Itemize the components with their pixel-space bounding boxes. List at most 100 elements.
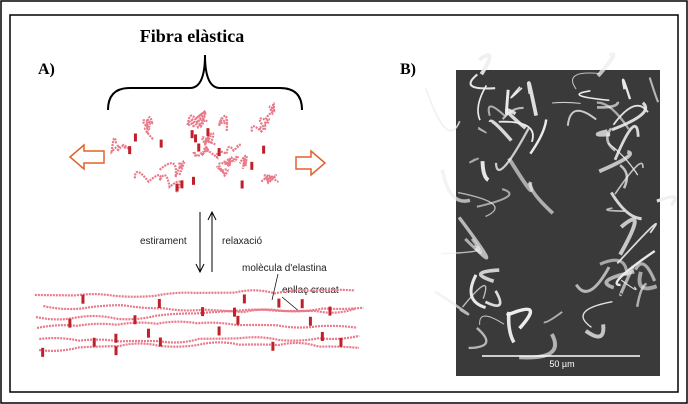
fibril bbox=[488, 119, 513, 142]
crosslink bbox=[41, 347, 45, 357]
crosslink bbox=[206, 128, 210, 137]
coil bbox=[216, 158, 232, 178]
crosslink bbox=[217, 326, 221, 336]
fibril bbox=[461, 285, 487, 308]
crosslink bbox=[250, 161, 254, 170]
crosslink bbox=[133, 315, 137, 325]
crosslink bbox=[114, 346, 118, 356]
crosslink bbox=[133, 133, 137, 142]
crosslink bbox=[242, 294, 246, 304]
fibril bbox=[484, 290, 502, 307]
coil bbox=[141, 116, 154, 140]
fibril bbox=[578, 90, 610, 102]
fibril bbox=[505, 307, 533, 330]
fiber bbox=[36, 320, 358, 330]
arrow-left bbox=[68, 143, 105, 171]
fibril bbox=[527, 81, 538, 117]
crosslink bbox=[114, 333, 118, 343]
fibril bbox=[610, 191, 642, 221]
crosslink bbox=[81, 294, 85, 304]
coil bbox=[250, 117, 270, 134]
fibril bbox=[605, 127, 617, 152]
fibril bbox=[424, 87, 461, 132]
crosslink bbox=[159, 139, 163, 148]
crosslink bbox=[197, 143, 201, 152]
arrow-right bbox=[295, 149, 327, 177]
fibril bbox=[494, 127, 530, 171]
coil bbox=[110, 137, 132, 155]
fibril bbox=[469, 274, 487, 310]
leader-lines bbox=[271, 273, 301, 313]
crosslink bbox=[217, 148, 221, 157]
stretch-label: estirament bbox=[140, 236, 187, 247]
coil bbox=[223, 155, 240, 170]
fibril bbox=[611, 101, 648, 132]
coil bbox=[260, 174, 280, 185]
fibril bbox=[648, 77, 660, 103]
inner-frame bbox=[9, 14, 679, 393]
fibril bbox=[656, 195, 677, 207]
fibril bbox=[619, 164, 629, 189]
fibril bbox=[498, 120, 534, 143]
crosslink bbox=[68, 318, 72, 328]
panel-label: B) bbox=[400, 61, 416, 78]
crosslink bbox=[240, 180, 244, 189]
fiber bbox=[35, 307, 357, 321]
coil bbox=[133, 170, 181, 193]
fibril bbox=[504, 89, 510, 116]
coil bbox=[186, 109, 207, 126]
molecule-label: molècula d'elastina bbox=[242, 263, 327, 274]
crosslink bbox=[128, 146, 132, 155]
crosslink bbox=[271, 341, 275, 351]
arrow-up bbox=[207, 210, 217, 272]
fibril bbox=[476, 188, 511, 208]
fibril bbox=[479, 268, 500, 283]
fibril bbox=[480, 161, 490, 182]
fibril bbox=[468, 327, 488, 350]
micrograph-fibers bbox=[424, 52, 677, 360]
fibril bbox=[596, 101, 630, 130]
fiber bbox=[34, 288, 355, 298]
crosslink bbox=[328, 306, 332, 316]
crosslink bbox=[190, 130, 194, 139]
crosslink bbox=[92, 337, 96, 347]
fibril bbox=[543, 311, 563, 324]
fibril bbox=[469, 73, 496, 90]
coil bbox=[202, 143, 242, 160]
fibril bbox=[575, 266, 611, 293]
fiber bbox=[39, 334, 360, 344]
fibril bbox=[477, 126, 487, 134]
coil bbox=[217, 114, 229, 132]
coil bbox=[201, 132, 215, 146]
crosslink bbox=[320, 331, 324, 341]
coil bbox=[258, 102, 276, 128]
fibril bbox=[434, 290, 470, 316]
coil bbox=[158, 159, 186, 178]
coil bbox=[238, 154, 248, 170]
crosslink bbox=[262, 145, 266, 154]
crosslink bbox=[158, 337, 162, 347]
fibril bbox=[606, 207, 625, 212]
crosslink bbox=[191, 176, 195, 185]
fiber bbox=[38, 341, 360, 352]
fibril bbox=[614, 162, 644, 195]
fibril bbox=[582, 301, 613, 328]
fibril bbox=[479, 315, 505, 325]
fibril bbox=[635, 282, 648, 308]
fibril bbox=[597, 101, 620, 109]
fibril bbox=[529, 119, 548, 155]
fibril bbox=[506, 311, 516, 344]
crosslink bbox=[236, 315, 240, 325]
crosslink bbox=[201, 307, 205, 317]
crosslink bbox=[175, 183, 179, 192]
crosslink bbox=[194, 134, 198, 143]
fibril bbox=[552, 101, 581, 104]
fibril bbox=[501, 106, 524, 120]
fibril bbox=[440, 169, 471, 203]
fibril bbox=[621, 78, 632, 100]
title: Fibra elàstica bbox=[140, 26, 244, 46]
stretched-fibers bbox=[34, 288, 364, 357]
coiled-fibers bbox=[110, 102, 280, 193]
